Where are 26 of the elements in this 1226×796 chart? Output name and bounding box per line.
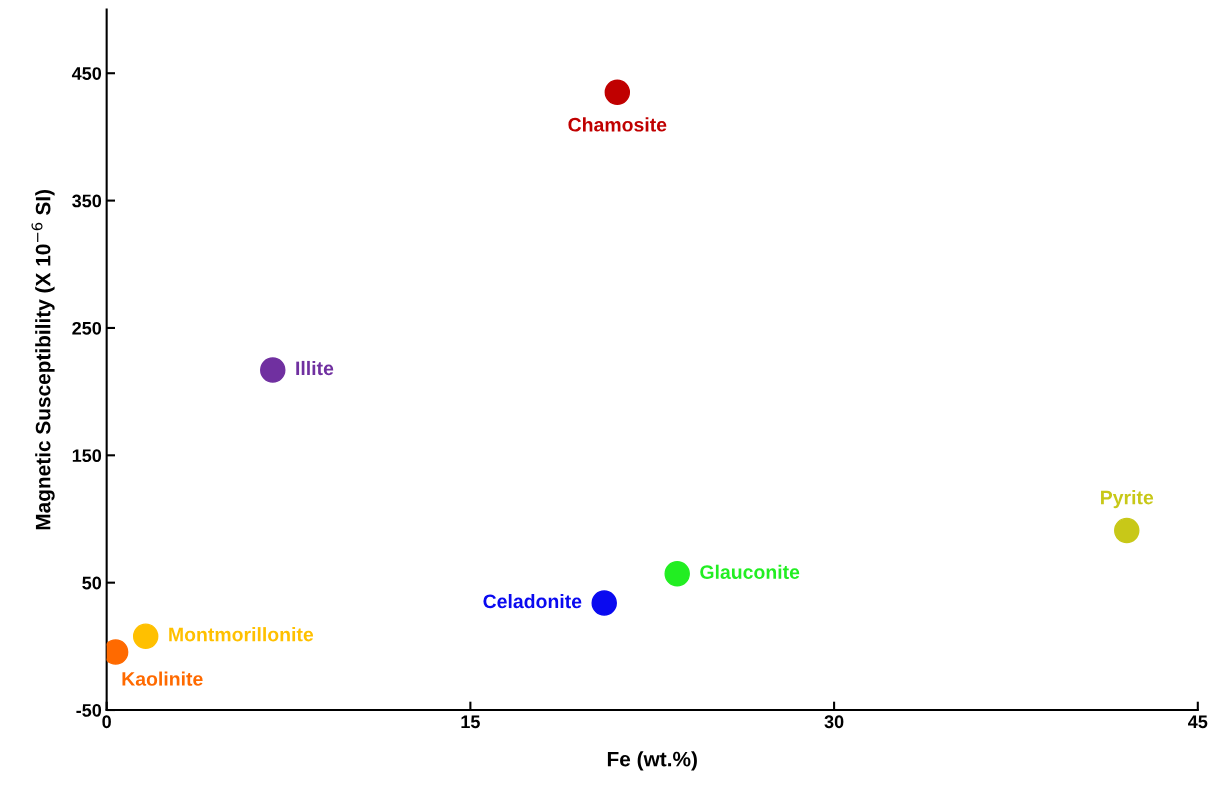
x-tick-label: 0 (102, 715, 111, 729)
point (604, 79, 631, 106)
point (106, 639, 129, 665)
point (132, 623, 159, 649)
x-axis-title: Fe (wt.%) (607, 751, 697, 771)
y-tick-label: 50 (82, 576, 102, 590)
series-label: Celadonite (483, 593, 582, 609)
y-axis-title: Magnetic Susceptibility (X 10$^{−6}$ SI) (31, 189, 55, 530)
x-tick-label: 30 (824, 715, 844, 729)
series-label: Chamosite (568, 117, 667, 132)
y-tick-label: 250 (72, 321, 102, 335)
series-label: Illite (296, 360, 334, 376)
series-label: Glauconite (700, 564, 800, 579)
point (260, 357, 286, 383)
y-tick-label: 450 (71, 67, 102, 80)
y-tick-label: 150 (72, 449, 102, 463)
y-tick-label: -50 (76, 703, 102, 717)
x-tick-label: 45 (1188, 715, 1208, 729)
series-label: Montmorillonite (169, 627, 314, 642)
point (1114, 517, 1140, 544)
x-tick-label: 15 (461, 715, 480, 729)
point (664, 561, 690, 587)
point (591, 590, 617, 616)
series-label: Pyrite (1101, 490, 1154, 509)
y-tick-label: 350 (72, 194, 102, 208)
series-label: Kaolinite (122, 671, 203, 686)
